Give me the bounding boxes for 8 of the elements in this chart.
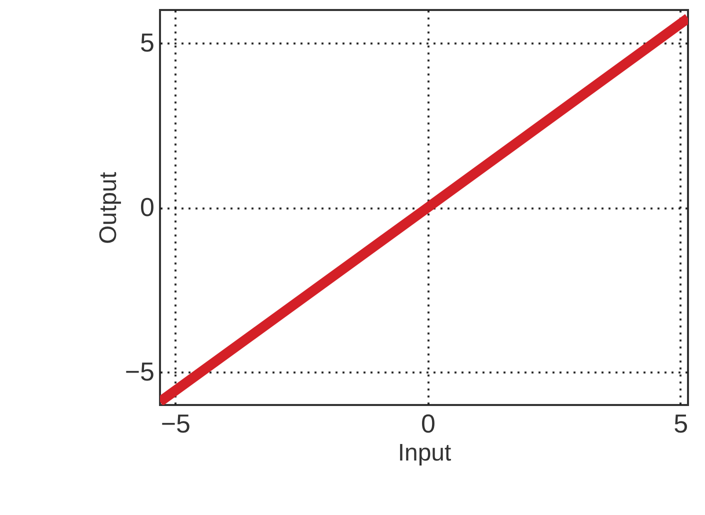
x-tick-label: −5	[160, 408, 190, 438]
y-tick-label: 5	[140, 27, 154, 58]
y-tick-label: −5	[124, 356, 154, 387]
x-tick-label: 0	[421, 408, 436, 438]
y-tick-label: 0	[140, 192, 154, 222]
x-axis-title: Input	[398, 440, 452, 466]
x-tick-label: 5	[674, 408, 688, 438]
y-axis-title: Output	[94, 172, 122, 244]
